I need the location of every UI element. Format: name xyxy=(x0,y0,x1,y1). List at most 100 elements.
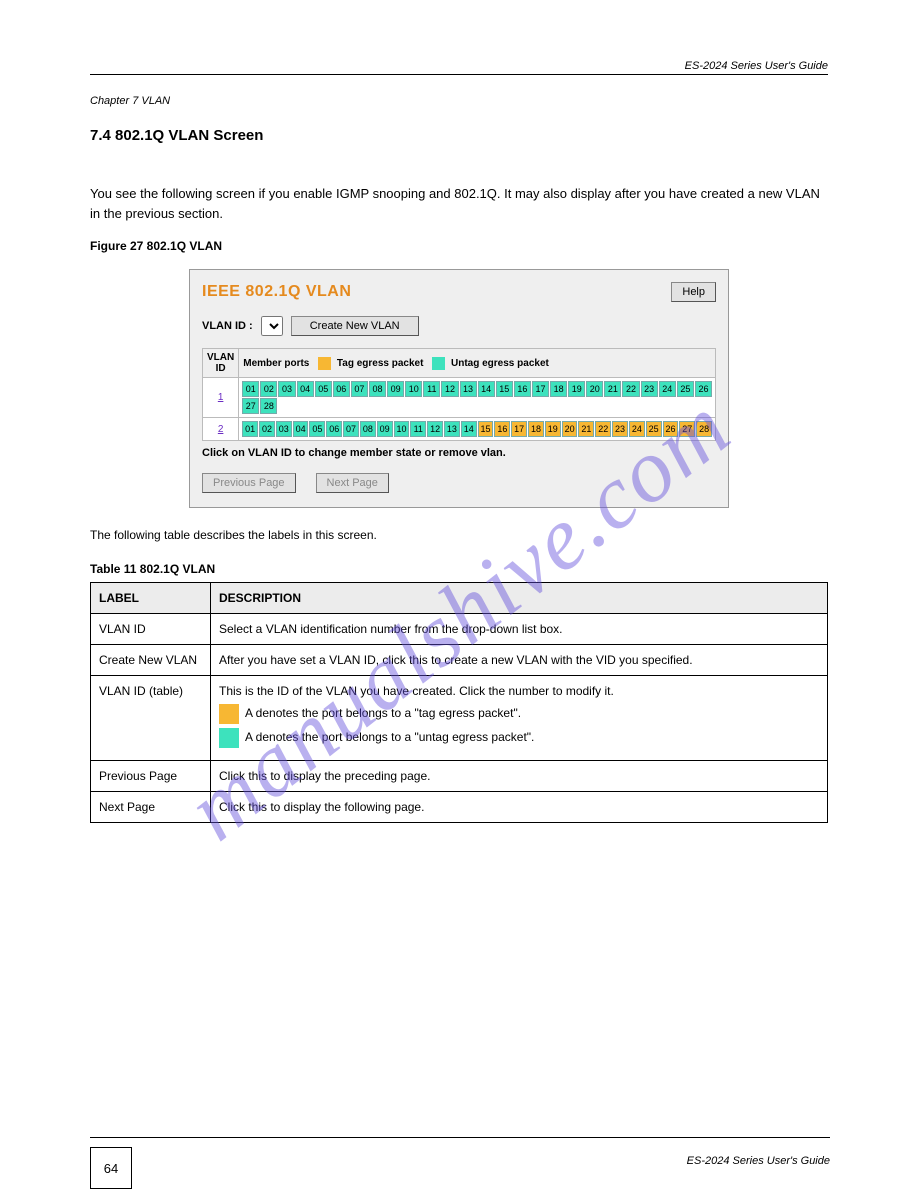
port-cell: 18 xyxy=(528,421,544,437)
color-swatch xyxy=(219,704,239,724)
port-cell: 14 xyxy=(478,381,495,397)
port-cell: 23 xyxy=(612,421,628,437)
desc-text: Click this to display the following page… xyxy=(211,792,828,823)
header-rule xyxy=(90,74,828,75)
untag-swatch xyxy=(432,357,445,370)
port-cell: 25 xyxy=(677,381,694,397)
port-cell: 09 xyxy=(377,421,393,437)
port-cell: 08 xyxy=(369,381,386,397)
port-cell: 14 xyxy=(461,421,477,437)
col-member-ports: Member ports Tag egress packet Untag egr… xyxy=(239,349,716,378)
vlan-id-select[interactable] xyxy=(261,316,283,336)
port-cell: 03 xyxy=(276,421,292,437)
port-cell: 11 xyxy=(423,381,440,397)
col-vlan-id: VLAN ID xyxy=(203,349,239,378)
th-desc: DESCRIPTION xyxy=(211,583,828,614)
header-chapter: Chapter 7 VLAN xyxy=(90,95,828,107)
port-cell: 20 xyxy=(562,421,578,437)
desc-label: Create New VLAN xyxy=(91,645,211,676)
port-cell: 02 xyxy=(259,421,275,437)
desc-label: Previous Page xyxy=(91,761,211,792)
port-cell: 06 xyxy=(333,381,350,397)
table-title: Table 11 802.1Q VLAN xyxy=(90,562,828,576)
vlan-id-link[interactable]: 1 xyxy=(218,392,224,403)
th-label: LABEL xyxy=(91,583,211,614)
port-cell: 16 xyxy=(494,421,510,437)
port-cell: 28 xyxy=(260,398,277,414)
port-cell: 23 xyxy=(641,381,658,397)
create-vlan-button[interactable]: Create New VLAN xyxy=(291,316,419,336)
port-cell: 10 xyxy=(394,421,410,437)
vlan-id-label: VLAN ID : xyxy=(202,320,253,332)
port-cell: 07 xyxy=(343,421,359,437)
port-cell: 17 xyxy=(511,421,527,437)
figure-caption: Figure 27 802.1Q VLAN xyxy=(90,239,828,253)
section-heading: 7.4 802.1Q VLAN Screen xyxy=(90,127,828,144)
port-cell: 19 xyxy=(568,381,585,397)
port-cell: 05 xyxy=(309,421,325,437)
desc-text: Click this to display the preceding page… xyxy=(211,761,828,792)
desc-text: This is the ID of the VLAN you have crea… xyxy=(211,676,828,761)
port-cell: 10 xyxy=(405,381,422,397)
port-cell: 28 xyxy=(696,421,712,437)
port-cell: 03 xyxy=(278,381,295,397)
desc-label: VLAN ID (table) xyxy=(91,676,211,761)
port-cell: 09 xyxy=(387,381,404,397)
vlan-panel: IEEE 802.1Q VLAN Help VLAN ID : Create N… xyxy=(189,269,729,508)
next-page-button[interactable]: Next Page xyxy=(316,473,389,493)
tag-swatch xyxy=(318,357,331,370)
port-cell: 02 xyxy=(260,381,277,397)
footer-right-text: ES-2024 Series User's Guide xyxy=(687,1155,830,1167)
desc-text: After you have set a VLAN ID, click this… xyxy=(211,645,828,676)
vlan-id-cell: 2 xyxy=(203,418,239,441)
vlan-table: VLAN ID Member ports Tag egress packet U… xyxy=(202,348,716,441)
port-cell: 12 xyxy=(441,381,458,397)
port-cell: 17 xyxy=(532,381,549,397)
port-cell: 26 xyxy=(695,381,712,397)
port-cell: 22 xyxy=(595,421,611,437)
port-cell: 08 xyxy=(360,421,376,437)
member-ports-cell: 0102030405060708091011121314151617181920… xyxy=(239,378,716,418)
port-cell: 26 xyxy=(663,421,679,437)
desc-label: Next Page xyxy=(91,792,211,823)
port-cell: 25 xyxy=(646,421,662,437)
table-intro: The following table describes the labels… xyxy=(90,528,828,542)
vlan-hint: Click on VLAN ID to change member state … xyxy=(202,447,716,459)
port-cell: 05 xyxy=(315,381,332,397)
port-cell: 21 xyxy=(578,421,594,437)
desc-table: LABEL DESCRIPTION VLAN IDSelect a VLAN i… xyxy=(90,582,828,823)
desc-text: Select a VLAN identification number from… xyxy=(211,614,828,645)
help-button[interactable]: Help xyxy=(671,282,716,302)
port-cell: 06 xyxy=(326,421,342,437)
intro-paragraph: You see the following screen if you enab… xyxy=(90,184,828,223)
header-right: ES-2024 Series User's Guide xyxy=(90,60,828,72)
prev-page-button[interactable]: Previous Page xyxy=(202,473,296,493)
port-cell: 27 xyxy=(679,421,695,437)
vlan-id-cell: 1 xyxy=(203,378,239,418)
port-cell: 07 xyxy=(351,381,368,397)
port-cell: 24 xyxy=(659,381,676,397)
port-cell: 24 xyxy=(629,421,645,437)
port-cell: 04 xyxy=(293,421,309,437)
port-cell: 15 xyxy=(496,381,513,397)
member-ports-cell: 0102030405060708091011121314151617181920… xyxy=(239,418,716,441)
port-cell: 27 xyxy=(242,398,259,414)
desc-label: VLAN ID xyxy=(91,614,211,645)
port-cell: 18 xyxy=(550,381,567,397)
port-cell: 15 xyxy=(478,421,494,437)
color-swatch xyxy=(219,728,239,748)
port-cell: 01 xyxy=(242,381,259,397)
port-cell: 13 xyxy=(460,381,477,397)
vlan-id-link[interactable]: 2 xyxy=(218,424,224,435)
port-cell: 11 xyxy=(410,421,426,437)
port-cell: 16 xyxy=(514,381,531,397)
port-cell: 21 xyxy=(604,381,621,397)
panel-title: IEEE 802.1Q VLAN xyxy=(202,283,351,301)
port-cell: 19 xyxy=(545,421,561,437)
port-cell: 01 xyxy=(242,421,258,437)
port-cell: 22 xyxy=(622,381,639,397)
page-footer: 64 ES-2024 Series User's Guide xyxy=(90,1137,830,1138)
port-cell: 13 xyxy=(444,421,460,437)
port-cell: 12 xyxy=(427,421,443,437)
port-cell: 20 xyxy=(586,381,603,397)
